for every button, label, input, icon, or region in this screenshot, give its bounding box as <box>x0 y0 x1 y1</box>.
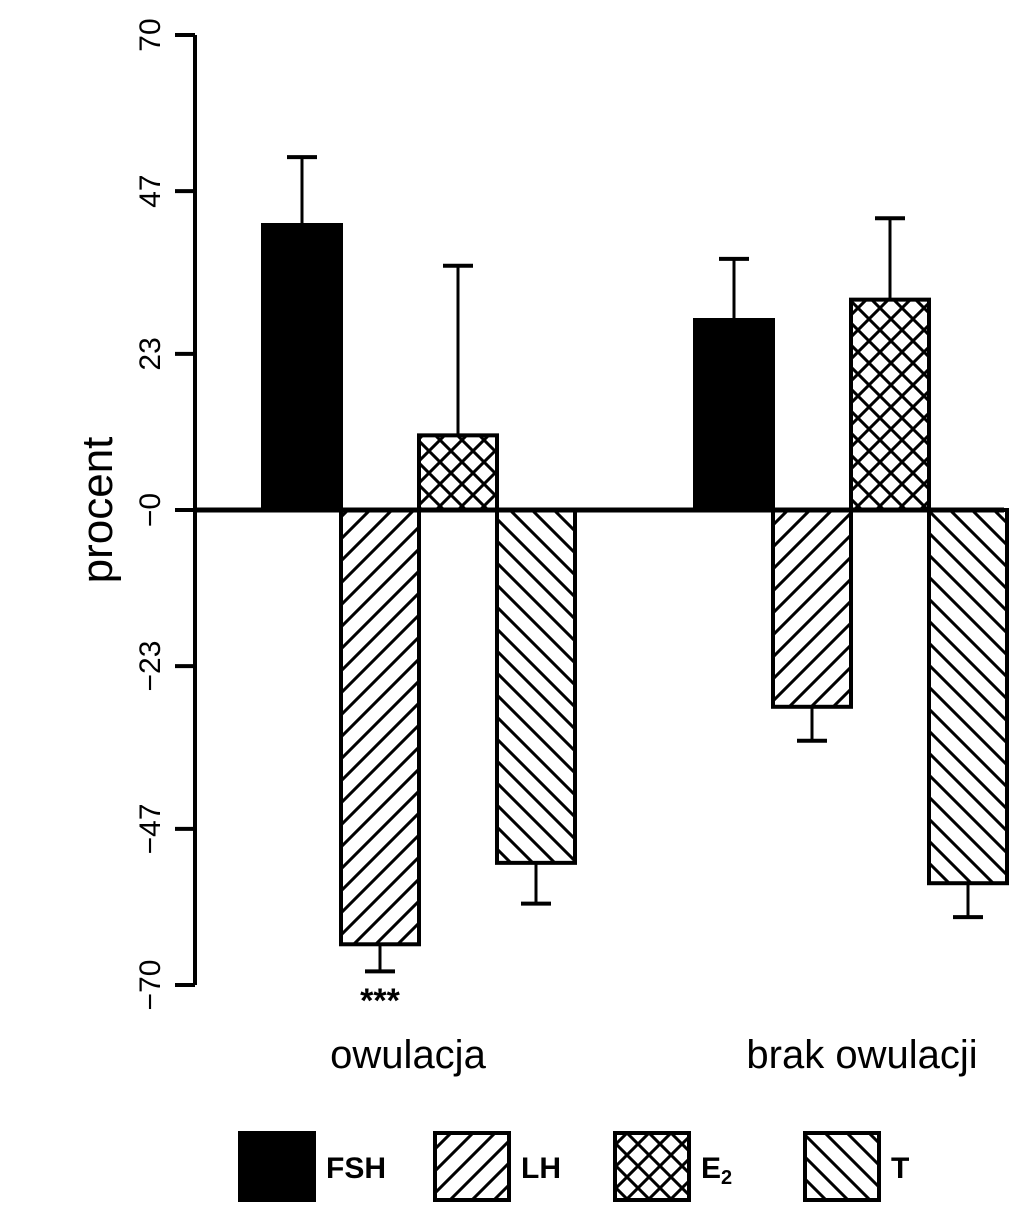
annotations-layer: *** <box>360 982 400 1020</box>
bar-LH-owulacja <box>339 508 421 947</box>
y-tick-label-6: −70 <box>134 960 167 1011</box>
y-axis: 70 47 23 −0 −23 −47 −70 <box>134 18 197 1011</box>
y-tick-label-4: −23 <box>134 641 167 692</box>
bar-T-owulacja <box>495 508 577 865</box>
y-tick-label-1: 47 <box>134 174 167 207</box>
category-labels: owulacja brak owulacji <box>330 1033 977 1077</box>
y-axis-label: procent <box>73 437 122 584</box>
bar-T-brak owulacji <box>927 508 1009 886</box>
legend-label-LH: LH <box>521 1152 561 1185</box>
y-tick-label-3: −0 <box>134 493 167 527</box>
legend-label-T: T <box>891 1152 909 1185</box>
legend-swatch-E2 <box>613 1131 691 1202</box>
error-bars-layer <box>287 155 983 974</box>
bar-E2-owulacja <box>417 433 499 513</box>
y-tick-label-2: 23 <box>134 337 167 370</box>
y-tick-label-5: −47 <box>134 803 167 854</box>
legend-swatch-FSH <box>238 1131 316 1202</box>
legend: FSH LH E2 T <box>238 1131 909 1202</box>
legend-label-FSH: FSH <box>326 1152 386 1185</box>
y-tick-label-0: 70 <box>134 18 167 51</box>
category-label-0: owulacja <box>330 1033 486 1077</box>
bar-FSH-brak owulacji <box>693 318 775 512</box>
legend-swatch-T <box>803 1131 881 1202</box>
bar-E2-brak owulacji <box>849 297 931 512</box>
legend-swatch-LH <box>433 1131 511 1202</box>
bar-LH-brak owulacji <box>771 508 853 709</box>
significance-marker: *** <box>360 982 400 1020</box>
bars-layer <box>261 223 1009 947</box>
category-label-1: brak owulacji <box>746 1033 977 1077</box>
legend-subscript: 2 <box>721 1167 732 1189</box>
bar-FSH-owulacja <box>261 223 343 512</box>
legend-label-E2: E2 <box>701 1152 732 1189</box>
